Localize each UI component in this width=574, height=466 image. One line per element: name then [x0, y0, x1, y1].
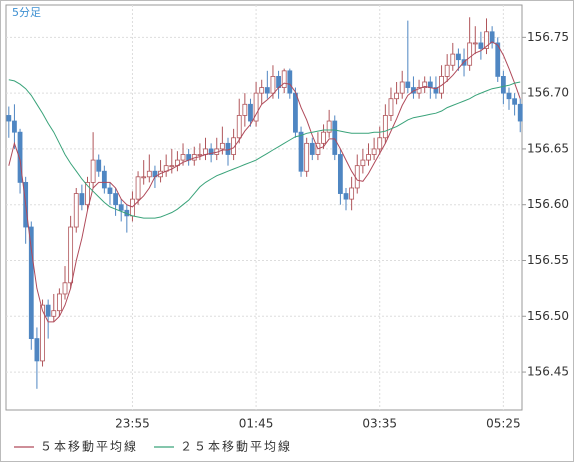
candle-body — [40, 304, 45, 362]
candle-body — [467, 42, 473, 66]
candle-body — [287, 70, 293, 94]
candle-body — [309, 142, 315, 155]
candle-body — [360, 159, 366, 167]
candle-body — [51, 310, 57, 317]
chart-title: 5分足 — [12, 6, 41, 19]
y-tick-label: 156.75 — [527, 30, 569, 44]
candle-body — [422, 81, 428, 88]
candle-body — [298, 131, 304, 172]
candle-body — [45, 304, 51, 317]
candle-body — [96, 159, 102, 172]
candle-body — [354, 165, 360, 189]
candle-body — [253, 92, 259, 122]
candle-body — [416, 87, 422, 94]
candle-body — [203, 148, 208, 155]
candle-body — [517, 103, 523, 122]
candle-body — [264, 87, 270, 94]
candle-body — [141, 176, 147, 179]
candle-body — [130, 198, 135, 217]
candle-body — [34, 338, 40, 362]
candle-body — [12, 120, 17, 133]
ma-line — [8, 41, 521, 323]
candle-body — [456, 53, 461, 61]
candle-body — [146, 170, 152, 178]
candle-body — [489, 31, 495, 44]
candle-body — [304, 142, 310, 172]
y-tick-label: 156.65 — [527, 141, 569, 155]
candle-body — [472, 42, 478, 45]
candle-body — [371, 148, 377, 155]
candle-body — [101, 170, 107, 189]
candle-body — [484, 31, 489, 49]
candle-body — [135, 176, 141, 200]
candle-body — [231, 137, 237, 155]
candle-body — [337, 154, 343, 194]
x-tick-label: 23:55 — [115, 417, 150, 431]
candle-body — [118, 204, 124, 211]
candle-body — [321, 131, 326, 144]
candle-body — [399, 81, 405, 94]
candle-body — [248, 103, 253, 122]
candle-body — [28, 226, 34, 339]
candle-body — [366, 154, 371, 161]
x-tick-label: 01:45 — [239, 417, 274, 431]
y-tick-label: 156.50 — [527, 309, 569, 323]
y-tick-label: 156.60 — [527, 197, 569, 211]
y-tick-label: 156.45 — [527, 365, 569, 379]
candle-body — [107, 187, 113, 194]
candle-body — [180, 154, 186, 161]
candle-body — [495, 42, 501, 77]
candle-body — [79, 193, 85, 206]
candle-body — [506, 92, 512, 100]
candle-body — [343, 193, 349, 200]
candle-body — [382, 115, 388, 139]
candle-body — [197, 154, 203, 156]
candle-body — [405, 81, 411, 88]
candle-body — [236, 115, 242, 139]
candle-body — [113, 193, 118, 206]
candle-body — [56, 293, 62, 312]
legend-label: ５本移動平均線 — [40, 439, 138, 454]
candle-body — [450, 53, 456, 66]
candle-body — [388, 98, 394, 116]
x-tick-label: 05:25 — [486, 417, 521, 431]
candle-body — [242, 103, 248, 116]
candle-body — [90, 159, 96, 183]
candle-body — [6, 115, 12, 122]
candle-body — [219, 142, 225, 150]
x-tick-label: 03:35 — [362, 417, 397, 431]
candle-body — [394, 92, 399, 100]
candle-body — [326, 120, 332, 133]
candle-body — [62, 282, 68, 295]
ma-line — [8, 79, 521, 219]
candle-body — [73, 193, 79, 228]
candle-body — [377, 137, 383, 150]
candle-body — [332, 120, 338, 155]
candle-body — [281, 70, 287, 88]
y-tick-label: 156.70 — [527, 86, 569, 100]
candle-body — [293, 92, 298, 133]
candle-body — [270, 76, 276, 94]
candle-body — [349, 187, 355, 200]
legend-label: ２５本移動平均線 — [180, 439, 292, 454]
candle-body — [433, 87, 439, 94]
candle-body — [512, 98, 518, 105]
candle-body — [444, 64, 450, 77]
candle-body — [478, 42, 484, 49]
candle-body — [259, 87, 265, 94]
candle-body — [85, 181, 90, 206]
candle-body — [17, 131, 23, 183]
y-tick-label: 156.55 — [527, 253, 569, 267]
candle-body — [208, 148, 214, 155]
candle-body — [500, 76, 506, 94]
candle-body — [68, 226, 74, 284]
candle-body — [169, 165, 175, 168]
plot-area — [5, 4, 523, 411]
candle-body — [427, 81, 433, 88]
